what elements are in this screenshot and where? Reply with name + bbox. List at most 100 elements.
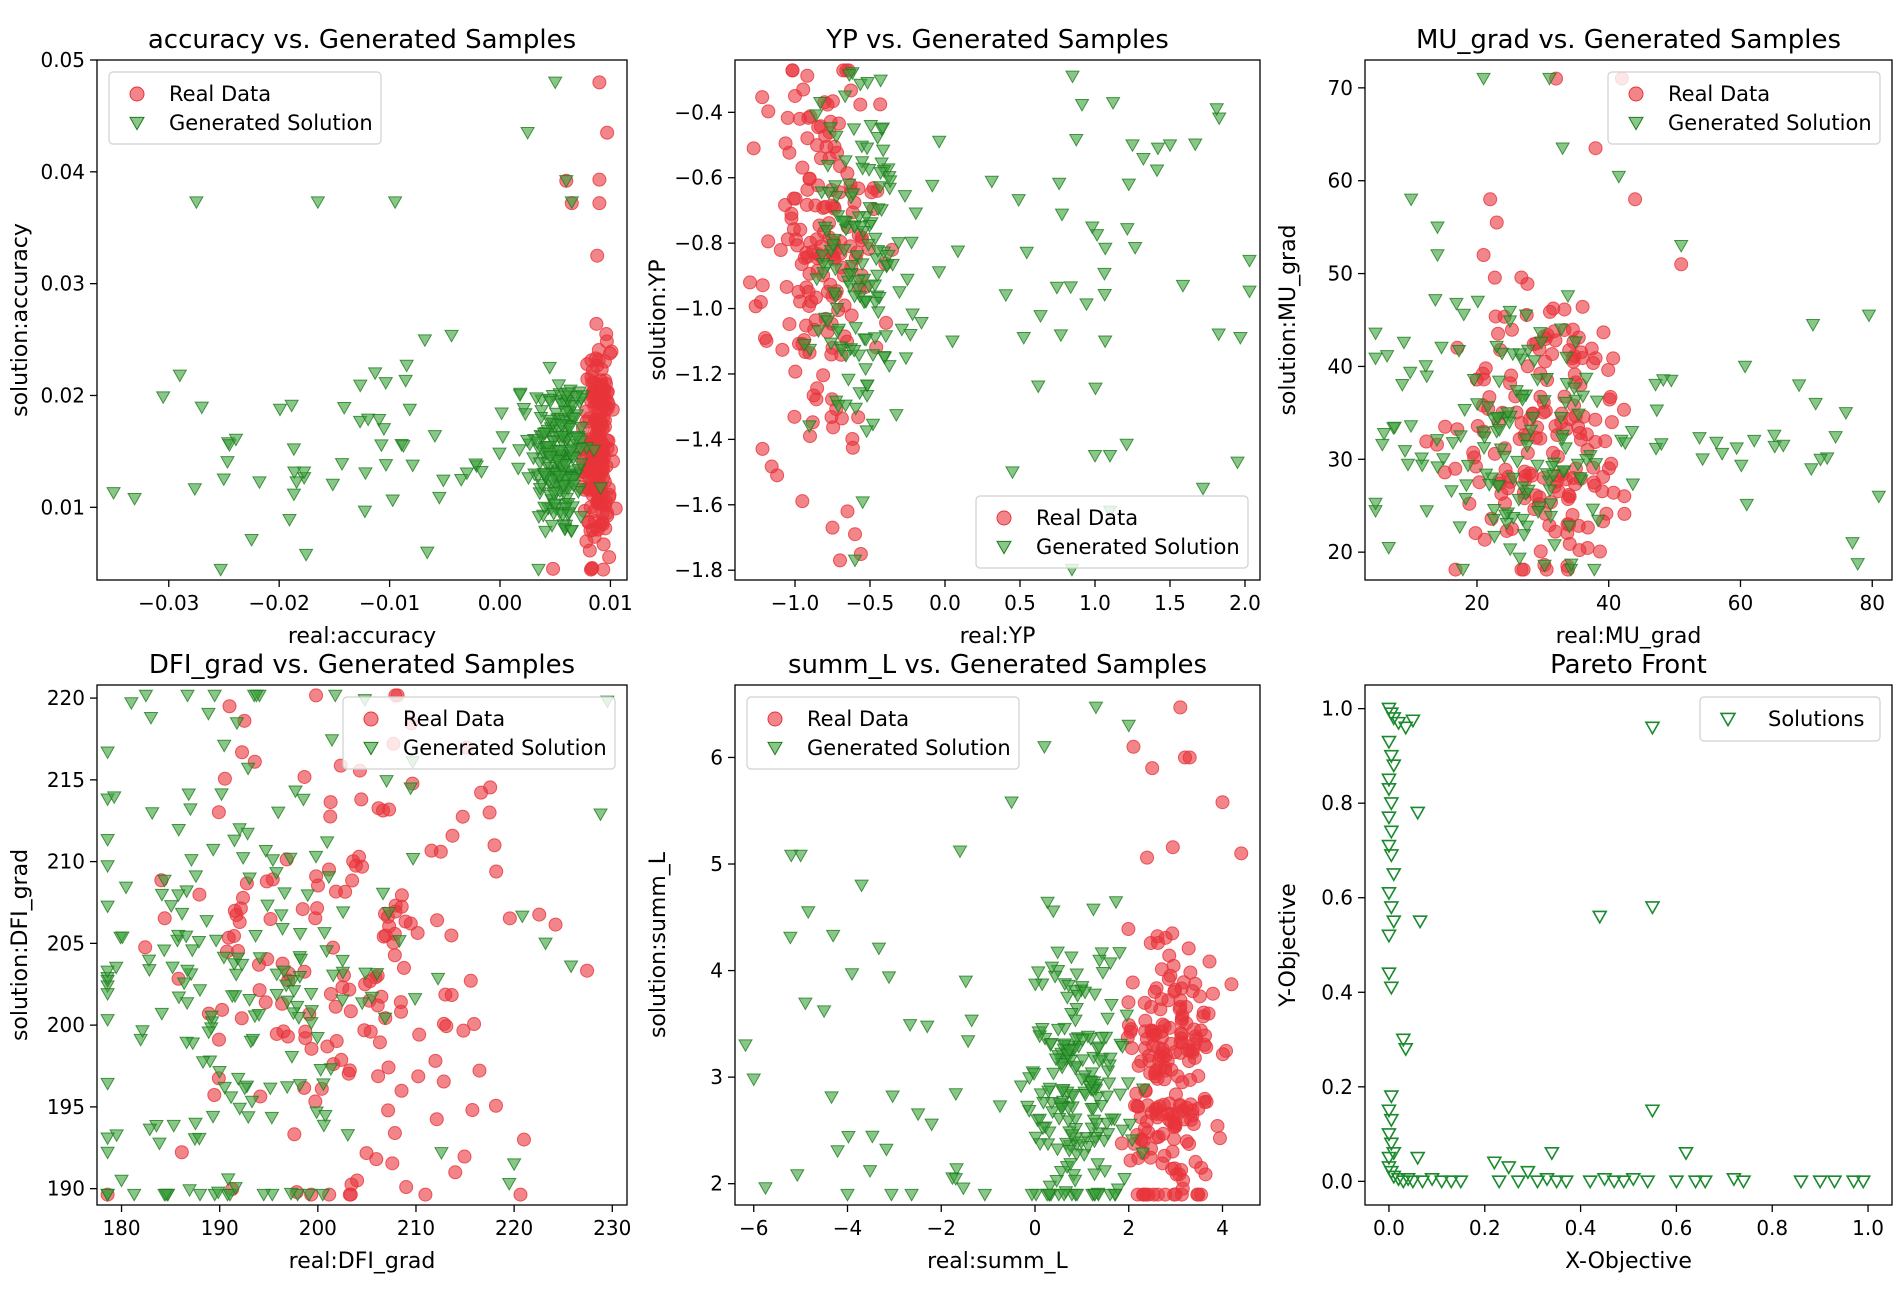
generated-point	[848, 322, 864, 336]
real-data-point	[412, 1027, 427, 1042]
generated-point	[1108, 896, 1124, 910]
plot-frame	[1364, 684, 1893, 1206]
generated-point	[327, 689, 343, 703]
generated-point	[154, 888, 170, 902]
legend-generated-marker	[363, 741, 379, 756]
real-data-point	[782, 317, 797, 332]
real-data-point	[1183, 965, 1198, 980]
generated-point	[1589, 395, 1605, 409]
y-axis-label: solution:MU_grad	[1276, 224, 1301, 415]
generated-point	[118, 881, 134, 895]
generated-point	[495, 431, 511, 445]
generated-point	[143, 712, 159, 725]
generated-point	[179, 1036, 194, 1050]
real-data-point	[1438, 419, 1453, 434]
solution-point	[1855, 1175, 1872, 1190]
subplot-5: summ_L vs. Generated Samples real:summ_L s…	[646, 650, 1261, 1274]
generated-point	[210, 1186, 226, 1200]
real-data-point	[234, 1011, 249, 1026]
generated-point	[358, 967, 373, 981]
x-tick-label: 40	[1596, 591, 1621, 615]
generated-point	[538, 937, 553, 951]
y-tick-label: 30	[1328, 447, 1353, 471]
generated-point	[1119, 223, 1135, 237]
solution-point	[1644, 901, 1661, 915]
generated-point	[377, 1012, 393, 1026]
generated-point	[310, 196, 326, 210]
generated-point	[564, 524, 580, 538]
generated-point	[184, 944, 200, 958]
generated-point	[1136, 153, 1151, 166]
real-data-point	[1557, 302, 1572, 317]
real-data-point	[1179, 1134, 1194, 1149]
generated-point	[948, 1088, 964, 1102]
real-data-point	[775, 342, 790, 357]
y-tick-label: 20	[1328, 540, 1353, 564]
real-data-point	[1198, 1028, 1213, 1043]
real-data-point	[546, 561, 561, 576]
real-data-point	[1149, 981, 1164, 996]
real-data-point	[382, 919, 397, 934]
generated-point	[1048, 1053, 1064, 1067]
real-data-point	[1491, 326, 1506, 341]
generated-point	[1059, 991, 1075, 1005]
real-data-point	[1517, 464, 1532, 479]
y-tick-label: −1.0	[674, 297, 723, 321]
generated-point	[1571, 408, 1586, 422]
generated-point	[242, 872, 257, 886]
generated-point	[1089, 229, 1105, 243]
generated-point	[1087, 988, 1103, 1002]
generated-point	[264, 1111, 280, 1125]
generated-point	[984, 175, 1000, 189]
generated-point	[1655, 374, 1671, 388]
generated-point	[1045, 1106, 1060, 1120]
generated-point	[519, 434, 535, 448]
generated-point	[100, 833, 115, 847]
real-data-point	[1533, 544, 1548, 559]
generated-point	[560, 387, 575, 401]
plot-area	[106, 75, 623, 577]
generated-point	[289, 1000, 305, 1014]
real-data-point	[487, 838, 502, 853]
generated-point	[1861, 309, 1877, 323]
generated-point	[396, 440, 411, 453]
real-data-point	[502, 911, 517, 926]
generated-point	[195, 1056, 211, 1070]
real-data-point	[428, 1053, 443, 1068]
legend-real-marker	[363, 711, 379, 727]
generated-point	[1053, 329, 1069, 343]
x-tick-label: 220	[495, 1216, 533, 1240]
generated-point	[1094, 947, 1110, 961]
generated-point	[902, 1019, 918, 1033]
solution-point	[1383, 1090, 1400, 1105]
generated-point	[1512, 348, 1528, 362]
generated-point	[782, 931, 798, 945]
real-data-point	[816, 368, 831, 383]
generated-point	[1585, 503, 1601, 517]
generated-point	[1051, 177, 1067, 191]
real-data-point	[592, 172, 607, 187]
solution-point	[1381, 839, 1397, 854]
real-data-point	[457, 1149, 472, 1164]
real-data-point	[1125, 975, 1140, 990]
generated-point	[894, 323, 910, 337]
generated-point	[1150, 142, 1166, 156]
generated-point	[892, 286, 907, 300]
real-data-point	[864, 185, 879, 200]
generated-point	[1568, 336, 1583, 350]
generated-point	[292, 1079, 308, 1092]
generated-point	[1084, 221, 1100, 235]
real-data-point	[806, 388, 821, 403]
x-axis-label: real:accuracy	[288, 624, 436, 649]
generated-point	[546, 487, 561, 501]
generated-point	[100, 988, 115, 1002]
generated-point	[1087, 1188, 1103, 1202]
generated-point	[1089, 1118, 1104, 1132]
generated-point	[1791, 379, 1807, 393]
generated-point	[240, 1111, 256, 1125]
generated-point	[100, 1132, 115, 1146]
solution-point	[1385, 1147, 1402, 1161]
real-data-point	[602, 550, 617, 565]
generated-point	[201, 707, 216, 721]
